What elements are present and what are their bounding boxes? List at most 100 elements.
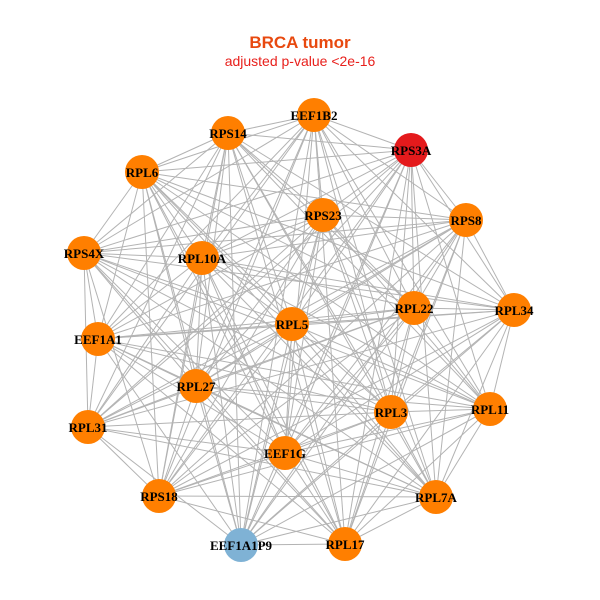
node-eef1g: [268, 436, 302, 470]
edge-rpl10a-rpl31: [87, 257, 203, 428]
edge-rpl22-eef1a1: [97, 307, 415, 340]
edge-eef1g-rps18: [158, 452, 286, 497]
node-eef1a1p9: [224, 528, 258, 562]
diagram-title: BRCA tumor: [249, 33, 351, 52]
edge-rpl22-rpl31: [87, 307, 415, 428]
edge-rpl7a-rpl17: [344, 496, 437, 545]
node-label-eef1b2: EEF1B2: [291, 108, 338, 123]
edge-eef1a1-rpl11: [97, 338, 491, 410]
edge-rps8-rps4x: [83, 219, 467, 254]
edge-rpl6-eef1g: [141, 171, 286, 454]
edge-rps3a-rpl6: [141, 149, 412, 173]
edge-rpl27-rpl11: [195, 385, 491, 410]
edge-rpl6-rpl34: [141, 171, 515, 311]
diagram-subtitle: adjusted p-value <2e-16: [225, 53, 376, 69]
edge-eef1g-rpl17: [284, 452, 346, 545]
edge-rps23-rps4x: [83, 214, 324, 254]
edge-eef1a1p9-rpl17: [240, 543, 346, 546]
edge-rps23-eef1a1p9: [240, 214, 324, 546]
edge-rpl5-eef1g: [284, 323, 293, 454]
edge-rps8-rpl7a: [435, 219, 467, 498]
edge-rpl10a-rpl34: [201, 257, 515, 311]
label-layer: EEF1B2 RPS14 RPS3A RPL6 RPS23 RPS8 RPS4X RPL10A…: [64, 108, 534, 553]
edge-rpl11-rpl17: [344, 408, 491, 545]
edge-rpl3-rpl31: [87, 411, 392, 428]
edge-rpl10a-eef1a1: [97, 257, 203, 340]
node-rpl31: [71, 410, 105, 444]
edge-rpl22-rpl3: [390, 307, 415, 413]
node-rpl11: [473, 392, 507, 426]
edge-eef1a1-rpl17: [97, 338, 346, 545]
edge-rps4x-rpl10a: [83, 252, 203, 259]
node-rps18: [142, 479, 176, 513]
edge-layer: [83, 114, 515, 546]
edge-rpl6-rpl11: [141, 171, 491, 410]
edge-rps18-rpl17: [158, 495, 346, 545]
edge-rpl34-eef1g: [284, 309, 515, 454]
edge-rpl11-eef1g: [284, 408, 491, 454]
edge-rpl10a-eef1a1p9: [201, 257, 242, 546]
edge-rps14-rpl7a: [227, 132, 437, 498]
node-rpl34: [497, 293, 531, 327]
node-rps3a: [394, 133, 428, 167]
edge-rps8-eef1a1p9: [240, 219, 467, 546]
edge-eef1b2-rps4x: [83, 114, 315, 254]
edge-rpl10a-rpl5: [201, 257, 293, 325]
edge-rpl11-eef1a1p9: [240, 408, 491, 546]
edge-rps23-rpl22: [322, 214, 415, 309]
edge-rps23-rps18: [158, 214, 324, 497]
edge-eef1b2-eef1a1: [97, 114, 315, 340]
edge-rpl6-rpl17: [141, 171, 346, 545]
edge-rpl10a-rpl22: [201, 257, 415, 309]
node-label-rpl22: RPL22: [395, 301, 434, 316]
edge-eef1b2-rpl17: [313, 114, 346, 545]
node-rps23: [306, 198, 340, 232]
edge-rpl27-rpl31: [87, 385, 197, 428]
node-rpl22: [397, 291, 431, 325]
edge-rps3a-rpl22: [410, 149, 415, 309]
edge-rpl5-rpl11: [291, 323, 491, 410]
edge-eef1a1-rpl3: [97, 338, 392, 413]
edge-rpl6-rpl5: [141, 171, 293, 325]
edge-rps14-rps3a: [227, 132, 412, 151]
edge-rpl10a-rps18: [158, 257, 203, 497]
edge-rpl10a-rpl27: [195, 257, 203, 387]
edge-rps8-rpl17: [344, 219, 467, 545]
node-label-rpl11: RPL11: [471, 402, 509, 417]
edge-rpl3-rpl17: [344, 411, 392, 545]
edge-rps3a-eef1a1p9: [240, 149, 412, 546]
edge-rpl27-rps18: [158, 385, 197, 497]
edge-rps14-rps18: [158, 132, 229, 497]
edge-rps23-rpl10a: [201, 214, 324, 259]
node-eef1a1: [81, 322, 115, 356]
node-rps8: [449, 203, 483, 237]
edge-rpl11-rps18: [158, 408, 491, 497]
edge-rps14-rps23: [227, 132, 324, 216]
node-label-rpl3: RPL3: [375, 405, 408, 420]
edge-rpl5-rpl27: [195, 323, 293, 387]
node-rpl17: [328, 527, 362, 561]
node-label-rpl17: RPL17: [326, 537, 366, 552]
edge-rps3a-rps4x: [83, 149, 412, 254]
edge-rpl5-rpl3: [291, 323, 392, 413]
edge-rpl27-eef1a1p9: [195, 385, 242, 546]
edge-rps8-rpl10a: [201, 219, 467, 259]
edge-rps8-rpl22: [413, 219, 467, 309]
edge-rps18-rpl7a: [158, 495, 437, 498]
edge-rps14-eef1a1p9: [227, 132, 242, 546]
edge-rpl6-eef1a1: [97, 171, 143, 340]
edge-rpl6-rps8: [141, 171, 467, 221]
node-rpl27: [179, 369, 213, 403]
edge-rps3a-rpl27: [195, 149, 412, 387]
edge-rpl27-rpl3: [195, 385, 392, 413]
node-label-rps3a: RPS3A: [391, 143, 432, 158]
edge-rpl22-eef1g: [284, 307, 415, 454]
node-label-rps8: RPS8: [450, 213, 482, 228]
edge-rpl7a-eef1a1p9: [240, 496, 437, 546]
edge-rps4x-rpl5: [83, 252, 293, 325]
edge-rpl6-eef1a1p9: [141, 171, 242, 546]
edge-rps4x-rpl27: [83, 252, 197, 387]
node-rpl10a: [185, 241, 219, 275]
edge-rps4x-rpl34: [83, 252, 515, 311]
node-label-rpl27: RPL27: [177, 379, 217, 394]
